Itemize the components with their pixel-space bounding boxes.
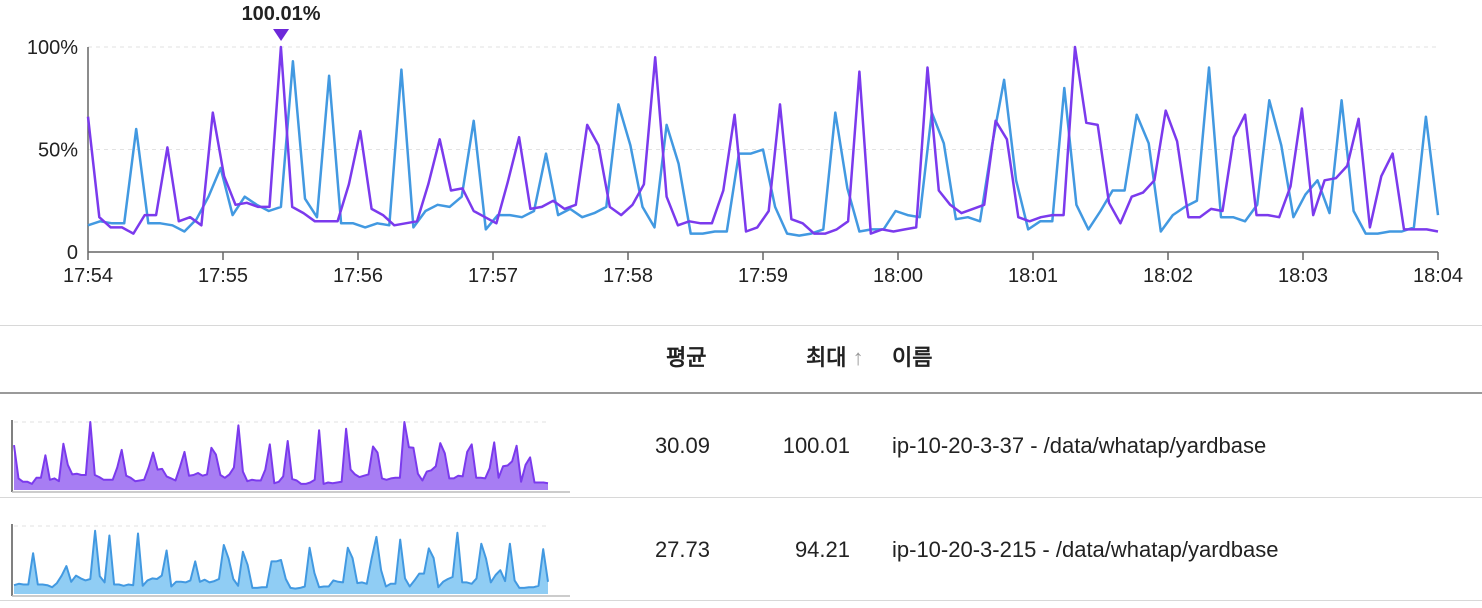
peak-annotation: 100.01% <box>242 3 321 41</box>
series-line-1 <box>86 45 1439 235</box>
table-header-divider <box>0 392 1482 394</box>
x-tick-label: 17:56 <box>333 265 383 287</box>
chart-series-lines <box>86 45 1440 237</box>
row-max-value: 100.01 <box>782 433 850 458</box>
column-header-max-label: 최대 <box>806 345 847 370</box>
row-name: ip-10-20-3-37 - /data/whatap/yardbase <box>892 433 1267 458</box>
peak-marker-icon <box>273 29 290 41</box>
sparkline-line <box>13 529 549 590</box>
y-tick-label: 50% <box>38 140 78 162</box>
y-tick-label: 100% <box>27 37 78 59</box>
x-tick-label: 17:59 <box>738 265 788 287</box>
row-avg-value: 30.09 <box>654 433 710 458</box>
column-header-max[interactable]: 최대 ↑ <box>806 340 864 372</box>
x-tick-label: 18:02 <box>1143 265 1193 287</box>
row-max-value: 94.21 <box>794 537 850 562</box>
y-axis-tick-labels: 0 50% 100% <box>27 37 78 264</box>
column-header-name[interactable]: 이름 <box>892 345 933 370</box>
peak-label: 100.01% <box>242 3 321 25</box>
row-avg-value: 27.73 <box>654 537 710 562</box>
row-name: ip-10-20-3-215 - /data/whatap/yardbase <box>892 537 1279 562</box>
x-tick-label: 18:03 <box>1278 265 1328 287</box>
sparkline-row-1 <box>11 420 570 493</box>
y-tick-label: 0 <box>67 242 78 264</box>
x-axis-tick-labels: 17:54 17:55 17:56 17:57 17:58 17:59 18:00 18:01… <box>63 252 1463 287</box>
x-tick-label: 18:00 <box>873 265 923 287</box>
sparkline-line <box>13 421 549 485</box>
sparkline-row-2 <box>11 524 570 597</box>
column-header-avg[interactable]: 평균 <box>666 345 707 370</box>
x-tick-label: 17:58 <box>603 265 653 287</box>
x-tick-label: 18:01 <box>1008 265 1058 287</box>
x-tick-label: 18:04 <box>1413 265 1463 287</box>
series-line-2 <box>87 60 1440 237</box>
x-tick-label: 17:57 <box>468 265 518 287</box>
x-tick-label: 17:55 <box>198 265 248 287</box>
x-tick-label: 17:54 <box>63 265 113 287</box>
row-divider <box>0 600 1482 601</box>
cpu-line-chart: 050%100% 17:54 17:55 17:56 17:57 17:58 17:59 1… <box>27 3 1463 287</box>
row-divider <box>0 497 1482 498</box>
table-top-divider <box>0 325 1482 326</box>
sort-ascending-icon: ↑ <box>852 345 864 370</box>
